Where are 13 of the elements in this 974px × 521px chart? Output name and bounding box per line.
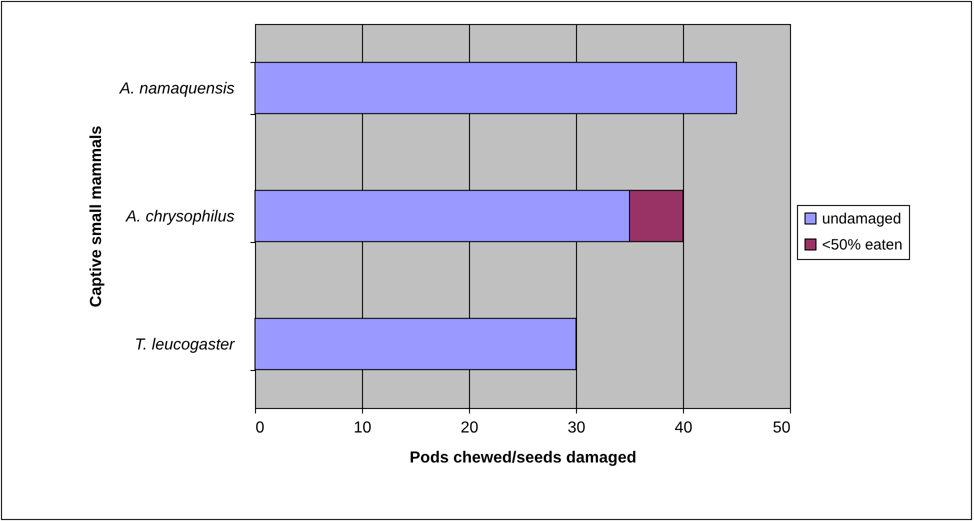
- x-tick-label: 10: [354, 420, 372, 436]
- y-tick-label: A. chrysophilus: [125, 208, 234, 226]
- x-tick-label: 40: [674, 420, 692, 436]
- x-axis-title: Pods chewed/seeds damaged: [410, 450, 636, 466]
- y-axis-title: Captive small mammals: [88, 126, 105, 308]
- y-tick-label: A. namaquensis: [118, 80, 234, 98]
- y-tick-label: T. leucogaster: [134, 336, 236, 354]
- legend-label: undamaged: [822, 210, 902, 228]
- legend-label: <50% eaten: [822, 236, 902, 254]
- x-tick-label: 50: [772, 420, 791, 436]
- x-tick-label: 30: [568, 420, 586, 436]
- x-tick-label: 20: [460, 420, 478, 436]
- x-tick-label: 0: [256, 420, 264, 436]
